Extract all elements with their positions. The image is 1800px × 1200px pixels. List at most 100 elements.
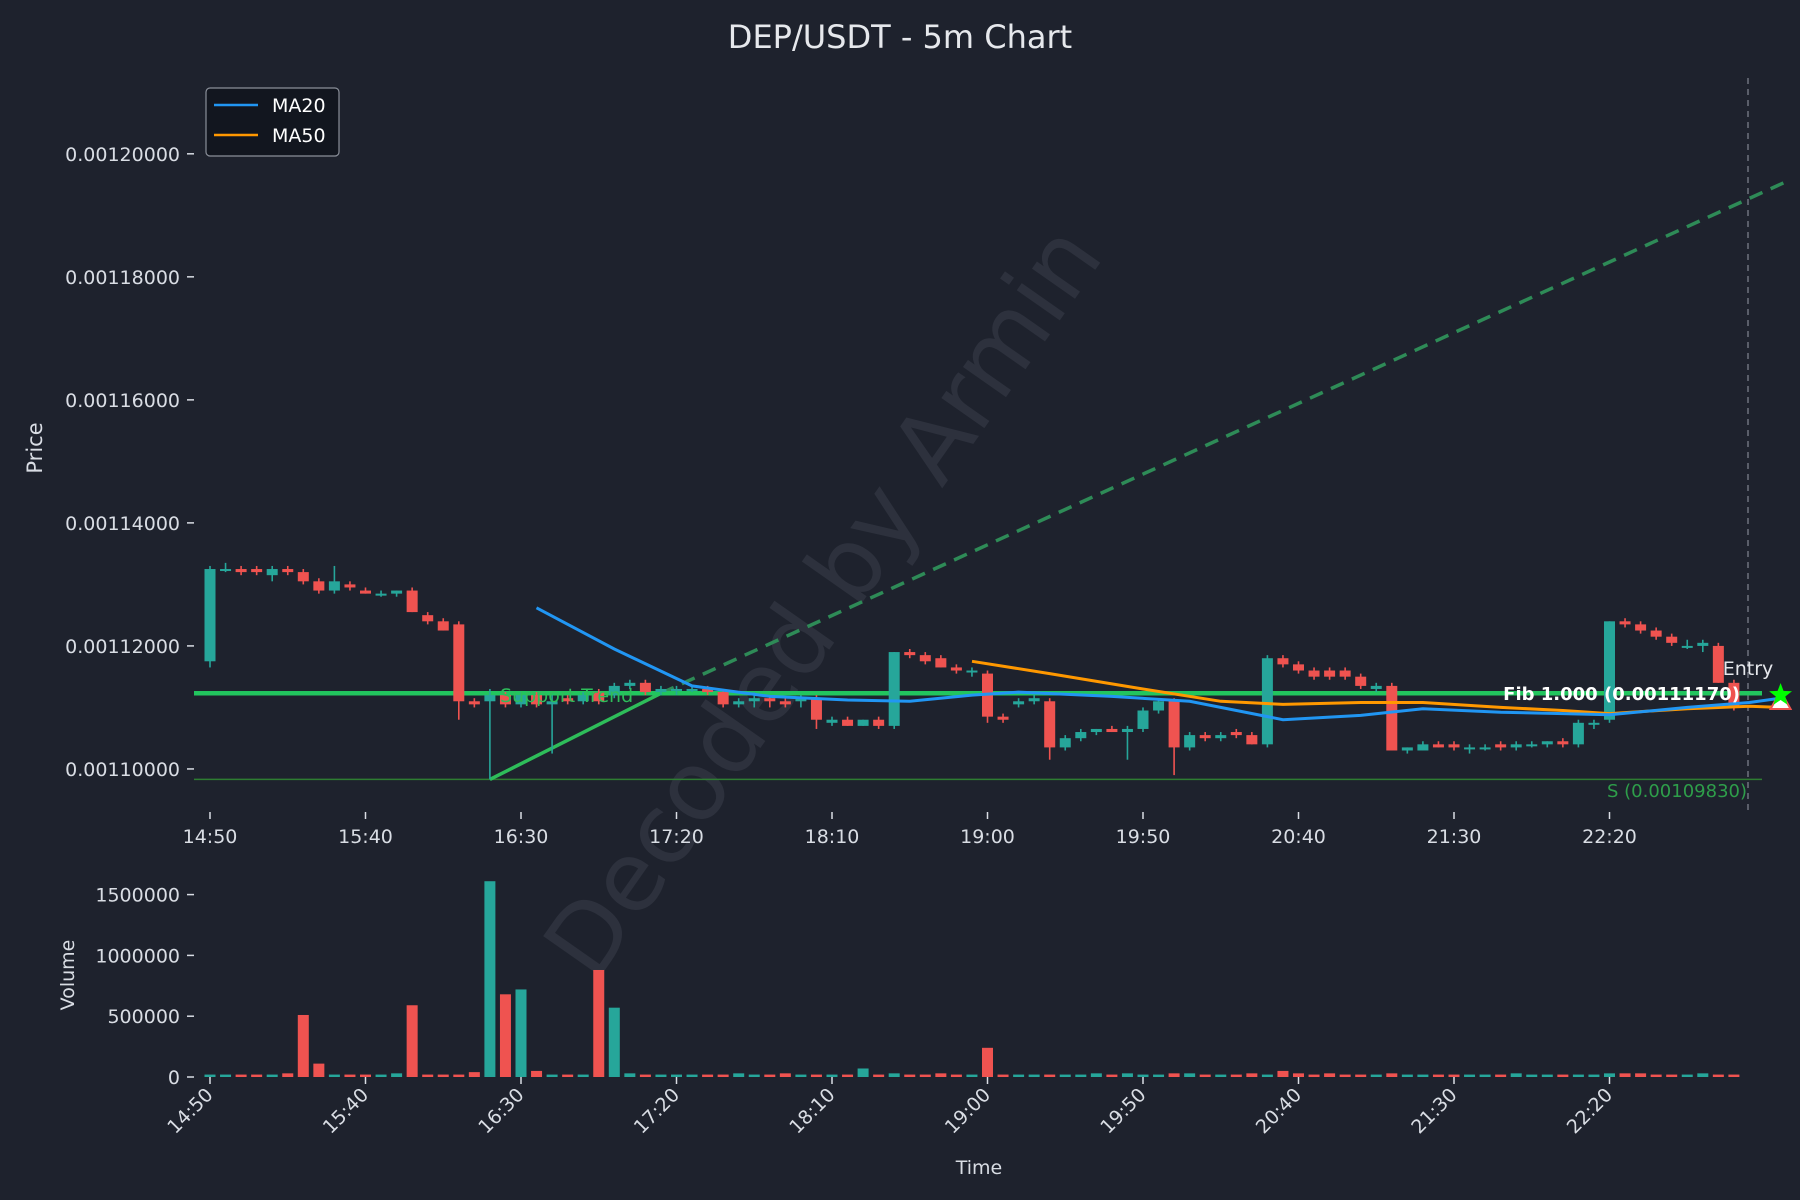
candle-body	[1184, 735, 1196, 748]
volume-bar	[375, 1074, 387, 1077]
time-tick-label: 17:20	[649, 826, 704, 848]
candle-body	[266, 569, 278, 576]
candle-body	[1370, 685, 1382, 689]
volume-bar	[1044, 1074, 1056, 1077]
candle-body	[671, 688, 682, 691]
volume-time-tick-label: 17:20	[630, 1084, 684, 1138]
time-axis-title: Time	[955, 1157, 1003, 1179]
candle-body	[1106, 728, 1118, 733]
candle-body	[484, 695, 496, 702]
volume-bar	[593, 969, 605, 1077]
support-trend-label: Support Trend	[500, 685, 633, 707]
candle-body	[1666, 636, 1678, 643]
volume-bar	[1199, 1074, 1211, 1077]
volume-time-tick-label: 19:00	[941, 1084, 995, 1138]
volume-time-tick-label: 14:50	[163, 1084, 217, 1138]
volume-bar	[671, 1074, 682, 1077]
candle-body	[1044, 701, 1056, 748]
candle-body	[1728, 682, 1740, 708]
candle-body	[360, 590, 371, 594]
volume-bar	[1681, 1074, 1693, 1077]
candle-body	[1261, 658, 1273, 745]
candle-body	[1572, 722, 1584, 745]
volume-bar	[391, 1073, 403, 1077]
volume-bar	[1090, 1073, 1102, 1077]
volume-bar	[1246, 1073, 1258, 1077]
volume-bar	[1261, 1074, 1273, 1077]
candle-body	[1448, 744, 1460, 748]
volume-bar	[515, 989, 527, 1077]
volume-bar	[764, 1074, 776, 1077]
candle-body	[1121, 728, 1133, 733]
volume-bar	[1153, 1074, 1165, 1077]
ma20-line	[535, 606, 1781, 722]
volume-bar	[1277, 1070, 1289, 1077]
volume-bar	[437, 1074, 449, 1077]
entry-label: Entry	[1723, 658, 1774, 680]
candle-body	[966, 670, 978, 673]
volume-bar	[639, 1074, 651, 1077]
annotations: Support Trend S (0.00109830) Fib 1.000 (…	[500, 658, 1793, 802]
candle-body	[826, 719, 838, 723]
candle-body	[1339, 670, 1351, 677]
candle-body	[1432, 744, 1444, 748]
candle-body	[857, 719, 869, 726]
candle-body	[1495, 744, 1507, 748]
candle-body	[1401, 747, 1413, 751]
candle-body	[406, 590, 418, 613]
candle-body	[235, 569, 247, 573]
volume-bar	[313, 1063, 325, 1077]
time-tick-label: 15:40	[338, 826, 393, 848]
volume-bar	[1293, 1073, 1304, 1077]
candle-body	[593, 692, 605, 702]
volume-bar	[297, 1014, 309, 1077]
candle-body	[655, 688, 667, 693]
time-tick-label: 21:30	[1427, 826, 1482, 848]
price-tick-label: 0.00112000	[65, 636, 180, 658]
candle-body	[1153, 701, 1165, 711]
volume-bar	[982, 1047, 993, 1077]
candle-body	[1619, 621, 1631, 625]
volume-bar	[1417, 1074, 1429, 1077]
candle-body	[842, 719, 854, 726]
volume-bar	[1588, 1074, 1600, 1077]
candle-body	[873, 719, 885, 726]
volume-bar	[484, 881, 496, 1077]
volume-bar	[1339, 1074, 1351, 1077]
volume-bar	[266, 1074, 278, 1077]
volume-bar	[608, 1007, 620, 1077]
time-tick-label: 18:10	[805, 826, 860, 848]
volume-bar	[1495, 1074, 1507, 1077]
volume-bar	[1106, 1074, 1118, 1077]
candle-body	[1681, 645, 1693, 648]
target-star-marker	[1769, 683, 1792, 705]
volume-time-tick-label: 22:20	[1563, 1084, 1617, 1138]
volume-bar	[1386, 1073, 1398, 1077]
candle-body	[1712, 645, 1724, 683]
candle-body	[748, 698, 760, 702]
volume-bar	[360, 1074, 371, 1077]
candle-body	[1510, 744, 1522, 748]
volume-bar	[235, 1074, 247, 1077]
volume-bar	[717, 1074, 729, 1077]
candle-body	[562, 698, 574, 702]
volume-bar	[1479, 1074, 1491, 1077]
candle-body	[935, 658, 947, 668]
price-tick-label: 0.00114000	[65, 513, 180, 535]
watermark: Decoded by Armin	[522, 205, 1123, 997]
volume-bar	[1137, 1074, 1149, 1077]
volume-bar	[531, 1070, 543, 1077]
volume-bar	[422, 1074, 434, 1077]
candle-body	[608, 685, 620, 696]
volume-time-tick-label: 19:50	[1096, 1084, 1150, 1138]
volume-bar	[1370, 1074, 1382, 1077]
volume-bar	[1432, 1074, 1444, 1077]
volume-bar	[935, 1073, 947, 1077]
volume-bar	[842, 1074, 854, 1077]
candle-body	[888, 652, 900, 726]
candle-body	[282, 569, 294, 573]
candle-body	[1697, 642, 1709, 646]
volume-bar	[1557, 1074, 1569, 1077]
candle-body	[499, 695, 511, 705]
chart-title: DEP/USDT - 5m Chart	[728, 18, 1072, 56]
